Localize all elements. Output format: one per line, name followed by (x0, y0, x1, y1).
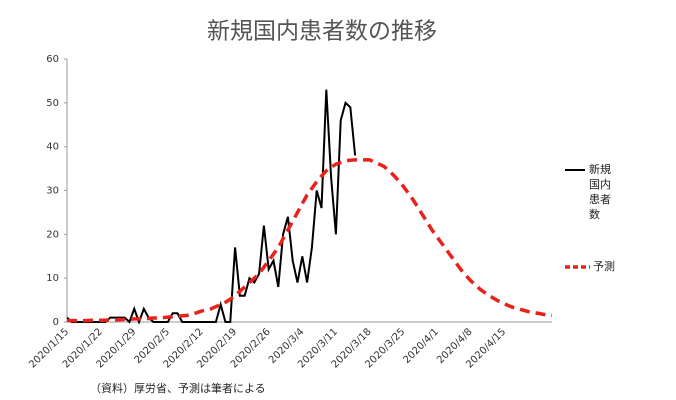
legend-label: 新規国内患者数 (589, 163, 611, 221)
y-tick-label: 20 (46, 229, 59, 240)
y-tick-label: 60 (46, 54, 59, 65)
series-line (66, 89, 357, 325)
y-tick-label: 40 (46, 142, 59, 153)
y-tick-label: 10 (46, 273, 59, 284)
y-tick-label: 0 (53, 317, 59, 328)
chart-title: 新規国内患者数の推移 (207, 19, 437, 45)
y-tick-label: 50 (46, 98, 59, 109)
legend-label: 予測 (593, 260, 615, 273)
series-line (67, 158, 553, 323)
source-note: （資料）厚労省、予測は筆者による (90, 381, 266, 395)
y-tick-label: 30 (46, 186, 59, 197)
x-tick-label: 2020/4/1 (401, 326, 441, 366)
